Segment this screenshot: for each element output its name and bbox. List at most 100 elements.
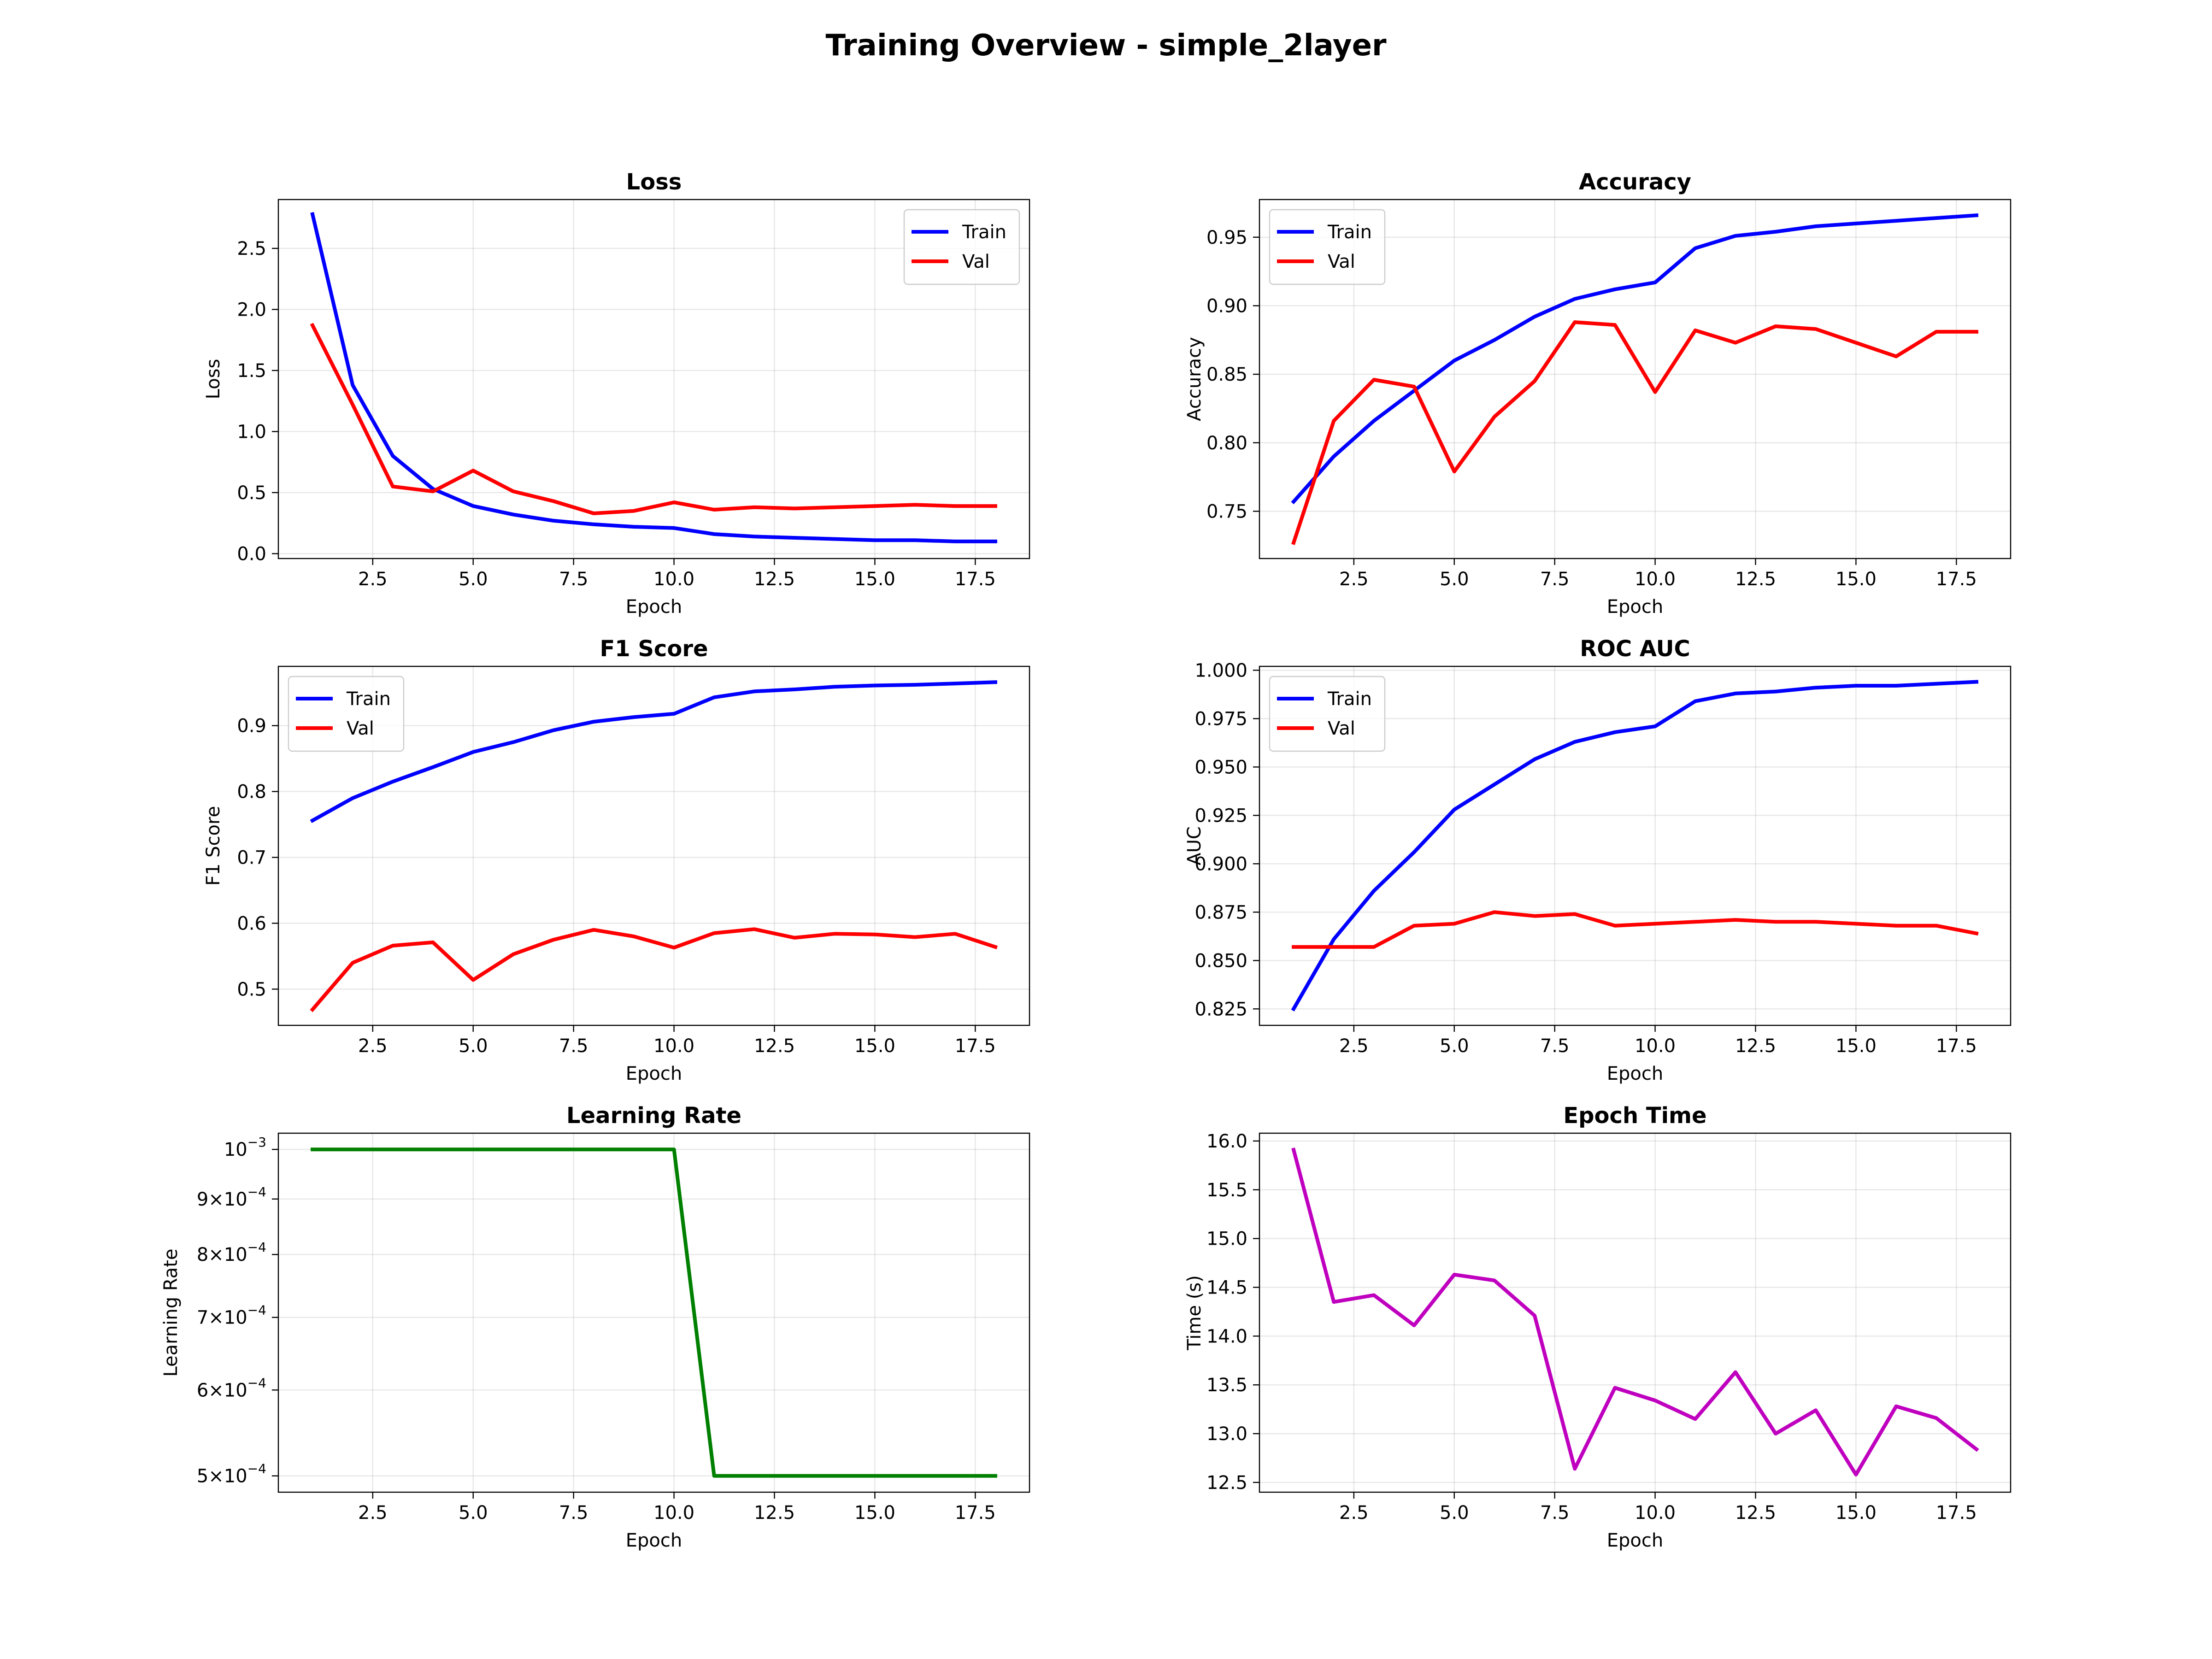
- legend: Train Val: [903, 209, 1020, 285]
- y-tick-label: 0.5: [237, 482, 266, 504]
- x-tick-label: 7.5: [1540, 569, 1570, 590]
- x-axis-label: Epoch: [1607, 1063, 1663, 1084]
- grid-lines: [1259, 1133, 2011, 1492]
- series-line-val: [1292, 910, 1979, 949]
- x-tick-label: 15.0: [1835, 1502, 1877, 1524]
- legend: Train Val: [288, 676, 405, 752]
- subplot-rocauc: 2.5 5.0 7.5 10.0 12.5 15.0 17.5 0.825 0.850 0.875…: [1184, 636, 2012, 1084]
- x-axis-label: Epoch: [626, 1530, 682, 1551]
- legend-label-val: Val: [1328, 718, 1355, 739]
- x-tick-label: 15.0: [854, 1035, 895, 1057]
- y-tick-label: 0.0: [237, 543, 266, 565]
- x-axis-label: Epoch: [1607, 1530, 1663, 1551]
- x-tick-label: 12.5: [754, 1035, 795, 1057]
- y-tick-label: 12.5: [1206, 1472, 1247, 1494]
- y-tick-label: 10−3: [224, 1135, 266, 1160]
- series-line-series-0: [1291, 1147, 1979, 1477]
- y-tick-label: 15.5: [1206, 1180, 1247, 1201]
- y-tick-label: 9×10−4: [197, 1184, 266, 1210]
- y-tick-label: 0.9: [237, 716, 266, 737]
- subplot-title: Accuracy: [1579, 169, 1691, 195]
- x-axis-label: Epoch: [1607, 596, 1663, 618]
- y-tick-label: 0.825: [1194, 999, 1247, 1020]
- y-tick-label: 1.000: [1194, 660, 1247, 681]
- grid-lines: [1259, 666, 2011, 1025]
- y-axis-label: F1 Score: [203, 806, 224, 886]
- x-tick-label: 10.0: [653, 569, 694, 590]
- x-tick-label: 15.0: [1835, 1035, 1877, 1057]
- plot-area-frame: [277, 1132, 1030, 1493]
- y-tick-label: 2.5: [237, 238, 266, 259]
- x-tick-label: 12.5: [1735, 1502, 1776, 1524]
- y-tick-label: 0.900: [1194, 853, 1247, 875]
- y-tick-label: 6×10−4: [197, 1375, 266, 1401]
- x-tick-label: 7.5: [1540, 1035, 1570, 1057]
- subplot-title: F1 Score: [600, 636, 708, 662]
- subplot-grid: 2.5 5.0 7.5 10.0 12.5 15.0 17.5 0.0 0.5 1.0 1.5 2.0…: [160, 169, 2012, 1551]
- legend-label-val: Val: [962, 251, 990, 272]
- x-tick-label: 17.5: [955, 1502, 996, 1524]
- legend-box: [903, 209, 1020, 285]
- plot-area-frame: [277, 665, 1030, 1026]
- series-line-train: [310, 680, 998, 823]
- y-tick-label: 2.0: [237, 299, 266, 320]
- y-tick-label: 0.6: [237, 913, 266, 934]
- y-tick-label: 0.90: [1206, 295, 1247, 317]
- legend-box: [1269, 209, 1386, 285]
- y-tick-label: 0.850: [1194, 950, 1247, 971]
- x-tick-label: 2.5: [358, 1502, 388, 1524]
- x-tick-label: 5.0: [1440, 569, 1469, 590]
- x-tick-label: 12.5: [1735, 569, 1776, 590]
- y-tick-label: 0.8: [237, 782, 266, 803]
- y-tick-label: 13.5: [1206, 1375, 1247, 1396]
- y-tick-label: 0.5: [237, 979, 266, 1000]
- x-tick-label: 2.5: [1339, 1035, 1369, 1057]
- y-tick-label: 13.0: [1206, 1424, 1247, 1445]
- subplot-title: ROC AUC: [1580, 636, 1690, 662]
- plot-area-frame: [1259, 665, 2012, 1026]
- subplot-title: Learning Rate: [566, 1103, 741, 1129]
- x-tick-label: 17.5: [1936, 1502, 1977, 1524]
- x-tick-label: 15.0: [854, 1502, 895, 1524]
- subplot-lr: 2.5 5.0 7.5 10.0 12.5 15.0 17.5 5×10−4 6×10−4 7×1…: [160, 1103, 1030, 1551]
- y-tick-label: 0.975: [1194, 708, 1247, 729]
- x-tick-label: 7.5: [1540, 1502, 1570, 1524]
- x-tick-label: 7.5: [559, 569, 588, 590]
- y-tick-label: 14.0: [1206, 1326, 1247, 1347]
- x-tick-label: 2.5: [358, 1035, 388, 1057]
- x-tick-label: 7.5: [559, 1502, 588, 1524]
- legend: Train Val: [1269, 676, 1386, 752]
- subplot-title: Loss: [626, 169, 682, 195]
- x-tick-label: 10.0: [1635, 569, 1676, 590]
- y-axis-label: AUC: [1184, 826, 1205, 865]
- y-axis-label: Loss: [203, 359, 224, 400]
- y-tick-label: 8×10−4: [197, 1240, 266, 1265]
- x-tick-label: 12.5: [754, 569, 795, 590]
- y-tick-label: 1.0: [237, 421, 266, 442]
- y-tick-label: 0.925: [1194, 805, 1247, 826]
- plot-area-frame: [277, 199, 1030, 559]
- x-tick-label: 10.0: [653, 1502, 694, 1524]
- x-tick-label: 17.5: [1936, 569, 1977, 590]
- y-tick-label: 0.75: [1206, 501, 1247, 522]
- y-tick-label: 0.7: [237, 847, 266, 869]
- x-tick-label: 17.5: [1936, 1035, 1977, 1057]
- y-axis-label: Accuracy: [1184, 337, 1205, 421]
- x-tick-label: 5.0: [1440, 1502, 1469, 1524]
- x-tick-label: 10.0: [1635, 1502, 1676, 1524]
- x-tick-label: 5.0: [459, 1502, 488, 1524]
- legend-label-train: Train: [346, 688, 391, 710]
- series-line-val: [310, 323, 997, 515]
- plot-area-frame: [1259, 1132, 2012, 1493]
- y-axis-label: Time (s): [1184, 1275, 1205, 1351]
- x-tick-label: 10.0: [653, 1035, 694, 1057]
- subplot-title: Epoch Time: [1563, 1103, 1706, 1129]
- y-tick-label: 0.80: [1206, 433, 1247, 454]
- y-tick-label: 16.0: [1206, 1131, 1247, 1152]
- legend: Train Val: [1269, 209, 1386, 285]
- y-tick-label: 5×10−4: [197, 1461, 266, 1487]
- x-tick-label: 15.0: [1835, 569, 1877, 590]
- y-tick-label: 15.0: [1206, 1229, 1247, 1250]
- x-tick-label: 17.5: [955, 1035, 996, 1057]
